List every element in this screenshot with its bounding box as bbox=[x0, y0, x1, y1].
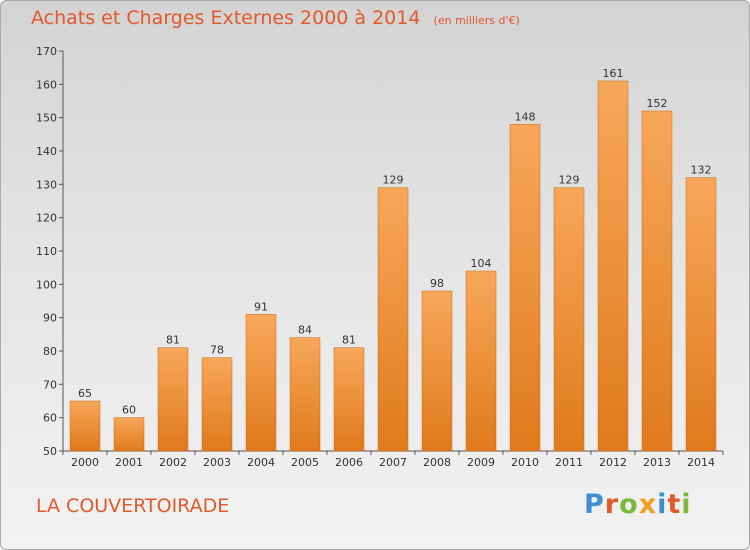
bar-value-label: 91 bbox=[254, 300, 268, 313]
y-tick-label: 100 bbox=[36, 278, 57, 291]
chart-subtitle: (en milliers d'€) bbox=[433, 14, 520, 27]
bar bbox=[465, 270, 497, 452]
value-labels: 65 60 81 78 91 84 81 129 98 104 148 129 161 152 132 bbox=[78, 67, 712, 417]
logo-letter: t bbox=[667, 489, 682, 520]
y-tick-label: 120 bbox=[36, 212, 57, 225]
bar bbox=[201, 357, 233, 452]
bar bbox=[377, 187, 409, 452]
y-tick-label: 170 bbox=[36, 45, 57, 58]
y-tick-label: 160 bbox=[36, 78, 57, 91]
bar-value-label: 60 bbox=[122, 404, 136, 417]
bar-value-label: 148 bbox=[515, 110, 536, 123]
x-tick-label: 2010 bbox=[511, 456, 539, 469]
proxiti-logo: Proxiti bbox=[584, 489, 692, 520]
x-tick-label: 2003 bbox=[203, 456, 231, 469]
y-tick-label: 50 bbox=[43, 445, 57, 458]
bar bbox=[421, 290, 453, 452]
x-tick-label: 2005 bbox=[291, 456, 319, 469]
bar bbox=[157, 347, 189, 452]
logo-letter: i bbox=[681, 489, 692, 520]
chart-title: Achats et Charges Externes 2000 à 2014 bbox=[31, 7, 421, 29]
y-tick-label: 70 bbox=[43, 378, 57, 391]
bar bbox=[333, 347, 365, 452]
bar-value-label: 129 bbox=[383, 174, 404, 187]
bar bbox=[597, 80, 629, 452]
bar bbox=[113, 417, 145, 452]
bar bbox=[69, 400, 101, 452]
bar-value-label: 161 bbox=[603, 67, 624, 80]
bar bbox=[685, 177, 717, 452]
commune-name: LA COUVERTOIRADE bbox=[36, 495, 230, 517]
x-tick-label: 2000 bbox=[71, 456, 99, 469]
bar-value-label: 81 bbox=[166, 334, 180, 347]
y-tick-label: 110 bbox=[36, 245, 57, 258]
bar-value-label: 98 bbox=[430, 277, 444, 290]
bar-value-label: 84 bbox=[298, 324, 312, 337]
x-tick-label: 2001 bbox=[115, 456, 143, 469]
bar-value-label: 65 bbox=[78, 387, 92, 400]
bar bbox=[553, 187, 585, 452]
bar-value-label: 81 bbox=[342, 334, 356, 347]
x-tick-label: 2012 bbox=[599, 456, 627, 469]
logo-letter: i bbox=[657, 489, 668, 520]
bar-value-label: 78 bbox=[210, 344, 224, 357]
x-tick-label: 2011 bbox=[555, 456, 583, 469]
bar-value-label: 132 bbox=[691, 164, 712, 177]
bar-value-label: 152 bbox=[647, 97, 668, 110]
bar-value-label: 129 bbox=[559, 174, 580, 187]
bar bbox=[641, 110, 673, 452]
x-tick-label: 2009 bbox=[467, 456, 495, 469]
x-tick-label: 2004 bbox=[247, 456, 275, 469]
y-tick-label: 90 bbox=[43, 312, 57, 325]
logo-letter: o bbox=[619, 489, 639, 520]
x-tick-label: 2014 bbox=[687, 456, 715, 469]
bar-value-label: 104 bbox=[471, 257, 492, 270]
x-tick-label: 2013 bbox=[643, 456, 671, 469]
x-tick-label: 2007 bbox=[379, 456, 407, 469]
y-tick-label: 150 bbox=[36, 112, 57, 125]
y-tick-label: 60 bbox=[43, 412, 57, 425]
logo-letter: P bbox=[584, 489, 605, 520]
bars bbox=[69, 80, 717, 452]
y-tick-label: 80 bbox=[43, 345, 57, 358]
x-tick-label: 2002 bbox=[159, 456, 187, 469]
x-tick-label: 2006 bbox=[335, 456, 363, 469]
title-row: Achats et Charges Externes 2000 à 2014 (… bbox=[31, 7, 520, 29]
bar bbox=[289, 337, 321, 452]
x-tick-label: 2008 bbox=[423, 456, 451, 469]
y-tick-label: 140 bbox=[36, 145, 57, 158]
y-tick-label: 130 bbox=[36, 178, 57, 191]
logo-letter: r bbox=[604, 489, 620, 520]
bar bbox=[245, 314, 277, 452]
bar bbox=[509, 124, 541, 452]
x-axis: 2000 2001 2002 2003 2004 2005 2006 2007 2008 2009… bbox=[62, 450, 724, 469]
y-axis: 50 60 70 80 90 100 110 120 130 140 150 160 170 bbox=[36, 45, 64, 458]
logo-letter: x bbox=[638, 489, 658, 520]
